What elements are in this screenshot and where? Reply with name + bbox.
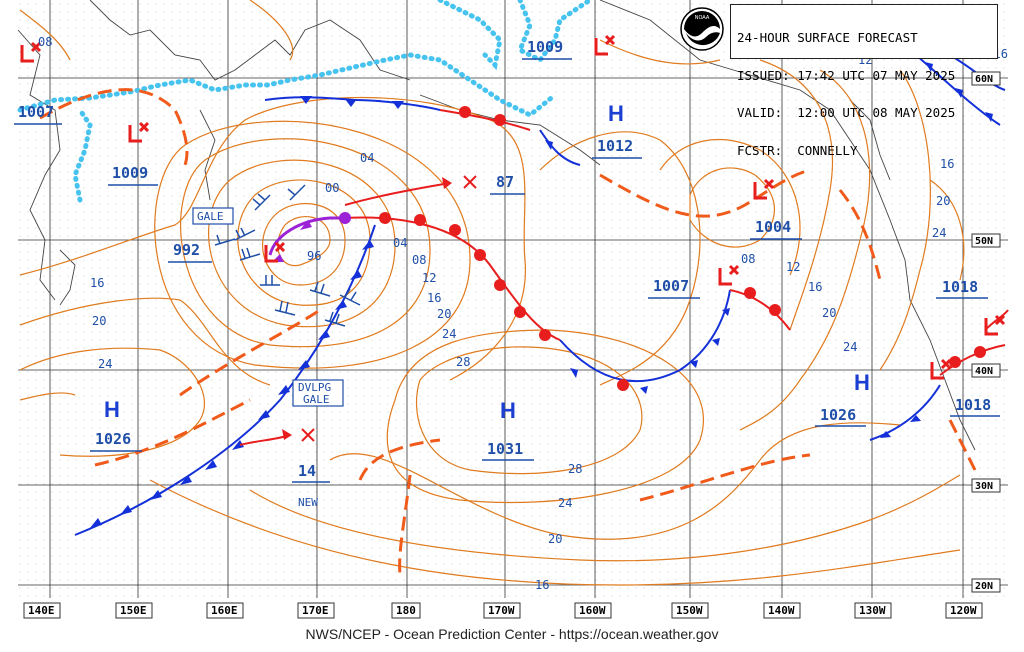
svg-text:150W: 150W bbox=[676, 604, 703, 617]
svg-text:20: 20 bbox=[92, 314, 106, 328]
high-letter: H bbox=[854, 370, 870, 395]
svg-text:GALE: GALE bbox=[303, 393, 330, 406]
noaa-logo-icon: NOAA bbox=[680, 7, 724, 51]
high-letter: H bbox=[500, 398, 516, 423]
svg-text:180: 180 bbox=[396, 604, 416, 617]
svg-text:170E: 170E bbox=[302, 604, 329, 617]
high-value: 1031 bbox=[487, 440, 523, 458]
svg-text:12: 12 bbox=[422, 271, 436, 285]
svg-text:50N: 50N bbox=[975, 236, 993, 247]
low-value: 1007 bbox=[18, 103, 54, 121]
isobars bbox=[19, 0, 965, 586]
svg-text:04: 04 bbox=[393, 236, 407, 250]
pressure-label-underlines bbox=[14, 58, 1000, 483]
new-label: NEW bbox=[298, 496, 318, 509]
low-value: 87 bbox=[496, 173, 514, 191]
latitude-labels: 60N 50N 40N 30N 20N bbox=[971, 71, 1001, 593]
land-border-russia bbox=[17, 0, 593, 203]
svg-text:NOAA: NOAA bbox=[695, 15, 710, 21]
gale-warning: GALE bbox=[192, 207, 234, 225]
svg-text:20: 20 bbox=[822, 306, 836, 320]
high-letter: H bbox=[608, 101, 624, 126]
troughs bbox=[39, 88, 977, 576]
svg-text:96: 96 bbox=[307, 249, 321, 263]
footer-credit: NWS/NCEP - Ocean Prediction Center - htt… bbox=[305, 626, 719, 642]
low-value: 14 bbox=[298, 462, 316, 480]
svg-text:04: 04 bbox=[360, 151, 374, 165]
developing-gale-warning: DVLPG GALE bbox=[292, 379, 344, 407]
pressure-labels: 1007 1009 992 87 1009 1004 1007 1018 101… bbox=[18, 38, 991, 480]
svg-text:150E: 150E bbox=[120, 604, 147, 617]
svg-text:130W: 130W bbox=[859, 604, 886, 617]
svg-text:140E: 140E bbox=[28, 604, 55, 617]
high-value: 1012 bbox=[597, 137, 633, 155]
svg-text:24: 24 bbox=[98, 357, 112, 371]
svg-text:28: 28 bbox=[568, 462, 582, 476]
svg-text:160E: 160E bbox=[211, 604, 238, 617]
forecast-header: 24-HOUR SURFACE FORECAST ISSUED: 17:42 U… bbox=[730, 4, 998, 156]
svg-text:08: 08 bbox=[38, 35, 52, 49]
svg-text:DVLPG: DVLPG bbox=[298, 381, 331, 394]
warm-front-bumps bbox=[379, 106, 986, 391]
svg-text:20: 20 bbox=[437, 307, 451, 321]
svg-text:08: 08 bbox=[741, 252, 755, 266]
svg-text:30N: 30N bbox=[975, 481, 993, 492]
low-value: 1009 bbox=[112, 164, 148, 182]
svg-text:24: 24 bbox=[932, 226, 946, 240]
high-letter: H bbox=[104, 397, 120, 422]
svg-text:16: 16 bbox=[90, 276, 104, 290]
svg-text:24: 24 bbox=[442, 327, 456, 341]
low-value: 1018 bbox=[942, 278, 978, 296]
svg-text:16: 16 bbox=[940, 157, 954, 171]
svg-text:GALE: GALE bbox=[197, 210, 224, 223]
svg-text:60N: 60N bbox=[975, 74, 993, 85]
svg-text:16: 16 bbox=[427, 291, 441, 305]
low-value: 1018 bbox=[955, 396, 991, 414]
low-value: 1009 bbox=[527, 38, 563, 56]
svg-text:40N: 40N bbox=[975, 366, 993, 377]
svg-text:20N: 20N bbox=[975, 581, 993, 592]
wind-barbs bbox=[214, 184, 361, 327]
high-value: 1026 bbox=[95, 430, 131, 448]
svg-text:24: 24 bbox=[558, 496, 572, 510]
svg-text:20: 20 bbox=[548, 532, 562, 546]
low-x-markers bbox=[301, 175, 477, 442]
high-letters: H H H H bbox=[104, 101, 870, 423]
warm-fronts bbox=[344, 109, 1009, 376]
low-value: 1004 bbox=[755, 218, 791, 236]
svg-text:12: 12 bbox=[786, 260, 800, 274]
header-title: 24-HOUR SURFACE FORECAST bbox=[737, 30, 918, 45]
svg-text:28: 28 bbox=[456, 355, 470, 369]
svg-text:170W: 170W bbox=[488, 604, 515, 617]
low-value: 1007 bbox=[653, 277, 689, 295]
svg-text:16: 16 bbox=[535, 578, 549, 592]
low-value: 992 bbox=[173, 241, 200, 259]
cold-front-pips bbox=[90, 62, 993, 528]
surface-forecast-map: 1007 1009 992 87 1009 1004 1007 1018 101… bbox=[14, 0, 1009, 619]
low-symbols bbox=[20, 34, 1006, 380]
svg-text:160W: 160W bbox=[579, 604, 606, 617]
header-valid: VALID: 12:00 UTC 08 MAY 2025 bbox=[737, 105, 956, 120]
svg-text:08: 08 bbox=[412, 253, 426, 267]
svg-text:140W: 140W bbox=[768, 604, 795, 617]
svg-text:20: 20 bbox=[936, 194, 950, 208]
header-issued: ISSUED: 17:42 UTC 07 MAY 2025 bbox=[737, 67, 956, 83]
svg-text:24: 24 bbox=[843, 340, 857, 354]
header-forecaster: FCSTR: CONNELLY bbox=[737, 142, 858, 158]
high-value: 1026 bbox=[820, 406, 856, 424]
svg-text:120W: 120W bbox=[950, 604, 977, 617]
svg-text:16: 16 bbox=[808, 280, 822, 294]
longitude-labels: 140E 150E 160E 170E 180 170W 160W 150W 1… bbox=[23, 602, 983, 619]
svg-text:00: 00 bbox=[325, 181, 339, 195]
